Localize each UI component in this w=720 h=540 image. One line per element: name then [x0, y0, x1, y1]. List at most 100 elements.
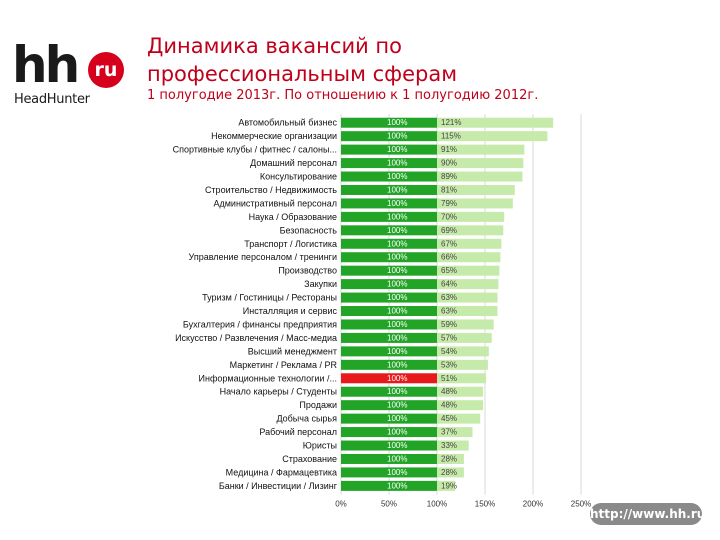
bar-base-label: 100% [387, 132, 407, 141]
bar-growth [437, 467, 464, 478]
bar-growth [437, 171, 523, 182]
category-label: Юристы [303, 441, 337, 451]
bar-growth-label: 33% [441, 441, 457, 450]
bar-growth [437, 400, 484, 411]
bar-base-label: 100% [387, 414, 407, 423]
category-label: Автомобильный бизнес [238, 118, 337, 128]
title-line-2: профессиональным сферам [147, 62, 458, 86]
bar-growth [437, 306, 498, 317]
bar-growth-label: 37% [441, 428, 457, 437]
bar-growth-label: 48% [441, 387, 457, 396]
bar-growth [437, 413, 481, 424]
bar-base-label: 100% [387, 307, 407, 316]
bar-base-label: 100% [387, 320, 407, 329]
category-label: Добыча сырья [276, 414, 337, 424]
bar-growth-label: 64% [441, 280, 457, 289]
bar-growth-label: 53% [441, 360, 457, 369]
category-label: Искусство / Развлечения / Масс-медиа [175, 333, 337, 343]
bar-growth [437, 386, 484, 397]
bar-base-label: 100% [387, 239, 407, 248]
category-label: Наука / Образование [249, 212, 337, 222]
bar-base-label: 100% [387, 145, 407, 154]
bar-growth [437, 117, 554, 128]
bar-base [341, 292, 437, 303]
bar-growth-label: 81% [441, 185, 457, 194]
bar-growth-label: 57% [441, 333, 457, 342]
bar-base [341, 440, 437, 451]
bar-base-label: 100% [387, 468, 407, 477]
bar-base-label: 100% [387, 172, 407, 181]
bar-base-label: 100% [387, 387, 407, 396]
bar-growth-label: 63% [441, 307, 457, 316]
category-label: Некоммерческие организации [211, 131, 337, 141]
logo-ru-badge: ru [88, 52, 124, 88]
bar-base-label: 100% [387, 159, 407, 168]
bar-growth-label: 28% [441, 454, 457, 463]
category-label: Домашний персонал [250, 158, 337, 168]
bar-base [341, 265, 437, 276]
title-line-1: Динамика вакансий по [147, 34, 402, 58]
category-label: Транспорт / Логистика [244, 239, 337, 249]
bar-base [341, 453, 437, 464]
category-label: Консультирование [260, 172, 337, 182]
bar-growth [437, 346, 489, 357]
bar-growth [437, 319, 494, 330]
bar-base [341, 158, 437, 169]
bar-growth [437, 184, 515, 195]
bar-base [341, 117, 437, 128]
bar-base [341, 332, 437, 343]
bar-base [341, 171, 437, 182]
category-label: Информационные технологии /... [199, 373, 337, 383]
bar-base [341, 319, 437, 330]
bar-base [341, 131, 437, 142]
bar-growth-label: 69% [441, 226, 457, 235]
bar-base-label: 100% [387, 374, 407, 383]
bar-base-label: 100% [387, 226, 407, 235]
bar-base [341, 211, 437, 222]
bar-base [341, 252, 437, 263]
bar-base [341, 346, 437, 357]
category-label: Строительство / Недвижимость [205, 185, 337, 195]
bar-base-label: 100% [387, 454, 407, 463]
bar-growth [437, 332, 492, 343]
category-label: Спортивные клубы / фитнес / салоны... [173, 145, 337, 155]
bar-growth-label: 121% [441, 118, 461, 127]
category-label: Бухгалтерия / финансы предприятия [183, 319, 337, 329]
bar-base [341, 480, 437, 491]
bar-growth-label: 70% [441, 212, 457, 221]
category-label: Высший менеджмент [248, 346, 337, 356]
bar-growth-label: 115% [441, 132, 461, 141]
category-label: Безопасность [280, 225, 338, 235]
bar-growth [437, 225, 504, 236]
bar-growth [437, 265, 500, 276]
x-tick-label: 150% [475, 500, 495, 509]
bar-growth [437, 440, 469, 451]
bar-base-label: 100% [387, 199, 407, 208]
bar-growth [437, 359, 488, 370]
bar-base-label: 100% [387, 185, 407, 194]
category-label: Рабочий персонал [259, 427, 337, 437]
bar-growth-label: 67% [441, 239, 457, 248]
site-url-badge[interactable]: http://www.hh.ru [590, 503, 705, 525]
bar-base-label: 100% [387, 280, 407, 289]
bar-growth [437, 158, 524, 169]
bar-growth-label: 45% [441, 414, 457, 423]
bar-base [341, 225, 437, 236]
category-label: Инсталляция и сервис [243, 306, 338, 316]
category-label: Управление персоналом / тренинги [189, 252, 337, 262]
bar-growth [437, 279, 499, 290]
x-tick-label: 50% [381, 500, 397, 509]
bar-base [341, 413, 437, 424]
bar-base [341, 386, 437, 397]
category-label: Продажи [299, 400, 337, 410]
bar-base-label: 100% [387, 347, 407, 356]
bar-base [341, 359, 437, 370]
x-tick-label: 200% [523, 500, 543, 509]
page-subtitle: 1 полугодие 2013г. По отношению к 1 полу… [147, 88, 539, 103]
x-tick-label: 250% [571, 500, 591, 509]
bar-growth [437, 427, 473, 438]
x-tick-label: 0% [335, 500, 347, 509]
category-label: Начало карьеры / Студенты [220, 387, 337, 397]
bar-growth-label: 48% [441, 401, 457, 410]
